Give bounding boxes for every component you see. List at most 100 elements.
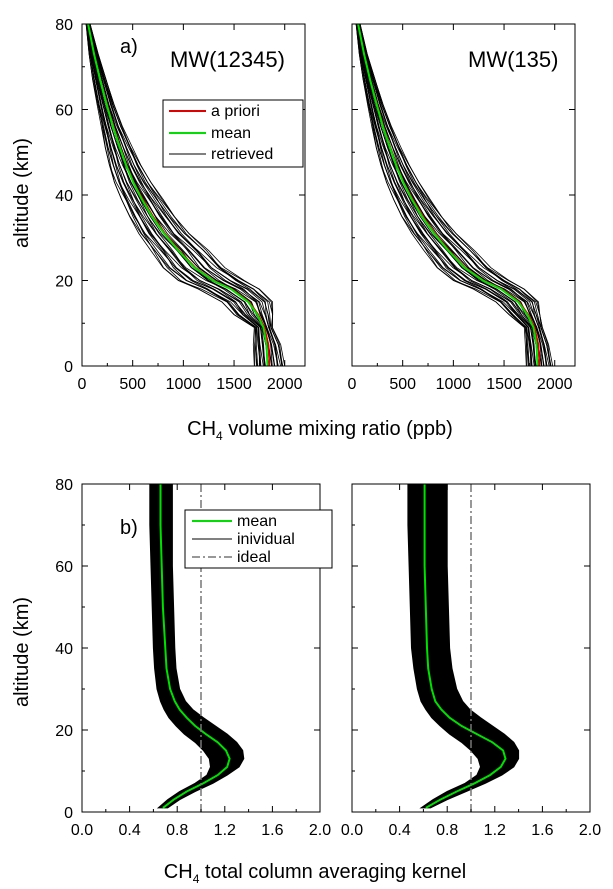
frame-a-right bbox=[351, 23, 576, 367]
xtick-label-b-right-0: 0.0 bbox=[341, 822, 363, 839]
retrieved-line-a-right-2 bbox=[355, 24, 527, 366]
retrieved-line-a-right-6 bbox=[356, 24, 532, 366]
xtick-label-b-left-0: 0.0 bbox=[71, 822, 93, 839]
xtick-label-a-right-3: 1500 bbox=[486, 376, 522, 393]
retrieved-line-a-right-24 bbox=[358, 24, 548, 366]
ytick-label-a-left-1: 20 bbox=[55, 274, 73, 291]
panel-b-label: b) bbox=[120, 517, 138, 539]
legend-b-ideal-label: ideal bbox=[237, 549, 271, 566]
panel-a-left-title: MW(12345) bbox=[170, 47, 285, 72]
retrieved-line-a-left-4 bbox=[86, 24, 259, 366]
panel-b-right: 0.0 0.4 0.8 1.2 1.6 2.0 bbox=[341, 483, 601, 839]
retrieved-line-a-right-33 bbox=[359, 24, 554, 366]
retrieved-line-a-left-33 bbox=[89, 24, 286, 366]
xtick-label-a-left-3: 1500 bbox=[216, 376, 252, 393]
ytick-label-a-left-3: 60 bbox=[55, 103, 73, 120]
retrieved-line-a-left-20 bbox=[88, 24, 275, 366]
legend-b-individual-label: inividual bbox=[237, 531, 295, 548]
legend-b-mean-label: mean bbox=[237, 513, 277, 530]
ylabel-top: altitude (km) bbox=[11, 138, 33, 248]
xtick-label-b-right-5: 2.0 bbox=[579, 822, 601, 839]
ytick-label-b-left-2: 40 bbox=[55, 641, 73, 658]
xtick-label-b-right-3: 1.2 bbox=[484, 822, 506, 839]
xtick-label-a-right-1: 500 bbox=[389, 376, 416, 393]
xtick-label-a-right-2: 1000 bbox=[436, 376, 472, 393]
retrieved-line-a-left-9 bbox=[87, 24, 264, 366]
retrieved-line-a-left-14 bbox=[87, 24, 269, 366]
retrieved-line-a-right-13 bbox=[357, 24, 537, 366]
xlabel-bottom: CH4 total column averaging kernel bbox=[164, 861, 466, 884]
panel-a-label: a) bbox=[120, 36, 138, 58]
xtick-label-b-left-5: 2.0 bbox=[309, 822, 331, 839]
xlabel-top-main: CH bbox=[187, 418, 216, 440]
retrieved-line-a-right-3 bbox=[356, 24, 530, 366]
retrieved-line-a-left-24 bbox=[88, 24, 279, 366]
retrieved-line-a-right-15 bbox=[357, 24, 539, 366]
retrieved-line-a-right-9 bbox=[357, 24, 535, 366]
retrieved-line-a-left-3 bbox=[86, 24, 258, 366]
plot-area-b-left bbox=[149, 484, 245, 812]
plot-area-a-right bbox=[355, 24, 554, 366]
individual-band-b-left bbox=[149, 484, 245, 809]
xlabel-top-rest: volume mixing ratio (ppb) bbox=[223, 418, 453, 440]
plot-area-b-right bbox=[407, 484, 520, 812]
retrieved-line-a-left-22 bbox=[88, 24, 275, 366]
retrieved-line-a-left-8 bbox=[86, 24, 262, 366]
retrieved-line-a-left-0 bbox=[85, 24, 255, 366]
xtick-label-a-left-0: 0 bbox=[78, 376, 87, 393]
series-mean-a-right bbox=[357, 24, 539, 366]
xlabel-bottom-sub: 4 bbox=[193, 872, 200, 884]
ytick-label-a-left-0: 0 bbox=[64, 359, 73, 376]
xtick-label-b-right-4: 1.6 bbox=[531, 822, 553, 839]
xtick-label-b-left-2: 0.8 bbox=[166, 822, 188, 839]
retrieved-line-a-left-15 bbox=[87, 24, 269, 366]
plot-area-a-left bbox=[85, 24, 286, 366]
retrieved-line-a-left-28 bbox=[89, 24, 281, 366]
retrieved-line-a-left-29 bbox=[89, 24, 283, 366]
xtick-label-a-left-4: 2000 bbox=[267, 376, 303, 393]
xtick-label-b-left-1: 0.4 bbox=[118, 822, 140, 839]
xtick-label-a-left-2: 1000 bbox=[166, 376, 202, 393]
retrieved-line-a-left-18 bbox=[87, 24, 272, 366]
legend-b: mean inividual ideal bbox=[184, 509, 333, 569]
xtick-label-a-right-4: 2000 bbox=[537, 376, 573, 393]
xtick-label-b-left-3: 1.2 bbox=[214, 822, 236, 839]
xtick-label-b-right-1: 0.4 bbox=[388, 822, 410, 839]
panel-b-left: 0.0 0.4 0.8 1.2 1.6 2.0 0 20 40 60 80 bbox=[55, 477, 331, 839]
series-mean-a-left bbox=[87, 24, 269, 366]
ytick-label-b-left-4: 80 bbox=[55, 477, 73, 494]
retrieved-line-a-left-7 bbox=[86, 24, 261, 366]
retrieved-line-a-right-1 bbox=[355, 24, 529, 366]
retrieved-line-a-left-17 bbox=[87, 24, 269, 366]
retrieved-line-a-right-10 bbox=[356, 24, 536, 366]
retrieved-line-a-left-2 bbox=[85, 24, 257, 366]
ylabel-bottom: altitude (km) bbox=[11, 597, 33, 707]
xlabel-bottom-main: CH bbox=[164, 861, 193, 883]
xtick-label-a-right-0: 0 bbox=[348, 376, 357, 393]
xtick-label-b-right-2: 0.8 bbox=[436, 822, 458, 839]
panel-a-right: 0 500 1000 1500 2000 bbox=[348, 23, 576, 393]
retrieved-line-a-right-0 bbox=[355, 24, 527, 366]
ytick-label-a-left-2: 40 bbox=[55, 188, 73, 205]
retrieved-line-a-left-13 bbox=[87, 24, 266, 366]
ytick-label-b-left-1: 20 bbox=[55, 723, 73, 740]
retrieved-line-a-left-5 bbox=[86, 24, 261, 366]
ytick-label-b-left-3: 60 bbox=[55, 559, 73, 576]
legend-a-retrieved-label: retrieved bbox=[211, 146, 273, 163]
series-mean-b-right bbox=[423, 484, 507, 809]
retrieved-line-a-right-19 bbox=[358, 24, 542, 366]
retrieved-line-a-right-21 bbox=[358, 24, 543, 366]
panel-a-left: 0 500 1000 1500 2000 0 20 40 60 80 bbox=[55, 17, 306, 393]
retrieved-line-a-left-1 bbox=[85, 24, 257, 366]
retrieved-line-a-right-32 bbox=[359, 24, 552, 366]
retrieved-line-a-left-23 bbox=[88, 24, 276, 366]
legend-a-mean-label: mean bbox=[211, 125, 251, 142]
retrieved-line-a-right-28 bbox=[359, 24, 550, 366]
xtick-label-a-left-1: 500 bbox=[119, 376, 146, 393]
xtick-label-b-left-4: 1.6 bbox=[261, 822, 283, 839]
xlabel-bottom-rest: total column averaging kernel bbox=[199, 861, 466, 883]
retrieved-line-a-right-14 bbox=[357, 24, 539, 366]
retrieved-line-a-right-18 bbox=[357, 24, 542, 366]
